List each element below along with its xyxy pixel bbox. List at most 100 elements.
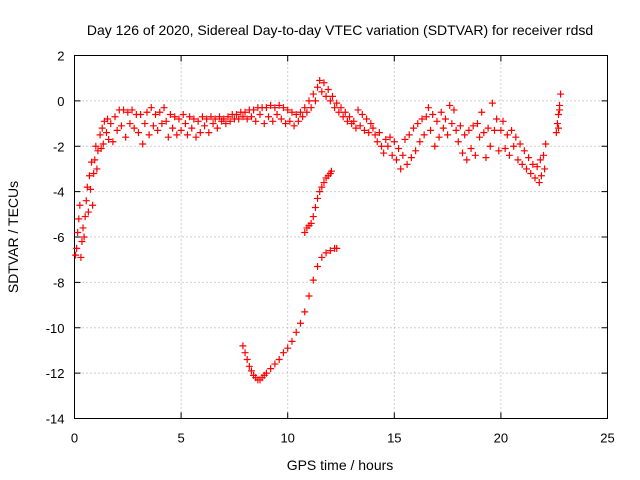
data-point-main [316, 76, 324, 84]
data-point-arc-lower [322, 249, 330, 257]
data-point-main [463, 156, 471, 164]
data-point-main [96, 131, 104, 139]
data-point-main [431, 142, 439, 150]
data-point-arc-lower [314, 262, 322, 270]
data-point-main [416, 138, 424, 146]
data-point-main [74, 228, 82, 236]
data-point-main [241, 108, 249, 116]
data-point-arc-upper [314, 194, 322, 202]
data-point-main [97, 145, 105, 153]
data-point-main [111, 113, 119, 121]
data-point-main [337, 104, 345, 112]
data-point-main [107, 120, 115, 128]
data-point-main [80, 233, 88, 241]
data-point-main [392, 156, 400, 164]
data-point-main [109, 138, 117, 146]
data-point-main [82, 197, 90, 205]
data-point-main [373, 138, 381, 146]
data-point-main [256, 110, 264, 118]
data-point-main [476, 133, 484, 141]
data-point-main [429, 110, 437, 118]
data-point-main [512, 133, 520, 141]
data-point-main [220, 115, 228, 123]
data-point-main [164, 133, 172, 141]
data-point-main [124, 108, 132, 116]
data-point-main [386, 133, 394, 141]
data-point-main [418, 115, 426, 123]
data-point-main [194, 117, 202, 125]
data-point-arc-lower [309, 276, 317, 284]
data-point-main [81, 213, 89, 221]
data-point-main [77, 253, 85, 261]
data-point-main [179, 110, 187, 118]
data-point-main [441, 115, 449, 123]
data-point-main [439, 124, 447, 132]
data-point-main [346, 113, 354, 121]
data-point-main [343, 117, 351, 125]
data-point-main [183, 131, 191, 139]
data-point-main [540, 151, 548, 159]
data-point-main [465, 126, 473, 134]
data-point-arc-lower [333, 244, 341, 252]
data-point-main [495, 147, 503, 155]
data-point-main [395, 145, 403, 153]
data-points [72, 76, 565, 384]
data-point-main [292, 110, 300, 118]
data-point-arc-upper [318, 183, 326, 191]
data-point-main [288, 108, 296, 116]
data-point-main [516, 140, 524, 148]
data-point-main [358, 110, 366, 118]
data-point-arc-lower [271, 360, 279, 368]
data-point-main [154, 126, 162, 134]
data-point-main [501, 145, 509, 153]
data-point-main [171, 113, 179, 121]
data-point-main [527, 169, 535, 177]
data-point-main [537, 172, 545, 180]
data-point-main [213, 124, 221, 132]
data-point-main [307, 104, 315, 112]
data-point-main [126, 120, 134, 128]
data-point-main [260, 120, 268, 128]
data-point-main [92, 142, 100, 150]
data-point-main [324, 86, 332, 94]
data-point-main [91, 156, 99, 164]
data-point-main [205, 129, 213, 137]
data-point-arc-lower [292, 328, 300, 336]
data-point-main [478, 108, 486, 116]
data-point-main [294, 117, 302, 125]
data-point-arc-upper [316, 188, 324, 196]
data-point-main [491, 126, 499, 134]
data-point-main [78, 238, 86, 246]
data-point-main [318, 88, 326, 96]
data-point-main [233, 110, 241, 118]
data-point-main [331, 104, 339, 112]
data-point-main [444, 131, 452, 139]
data-point-main [435, 133, 443, 141]
data-point-main [158, 120, 166, 128]
data-point-main [553, 120, 561, 128]
data-point-main [497, 126, 505, 134]
data-point-main [73, 244, 81, 252]
data-point-main [352, 124, 360, 132]
data-point-main [473, 120, 481, 128]
y-tick-label: -6 [53, 230, 65, 245]
data-point-main [279, 104, 287, 112]
data-point-main [354, 106, 362, 114]
data-point-arc-lower [296, 319, 304, 327]
data-point-main [215, 113, 223, 121]
data-point-main [375, 129, 383, 137]
y-tick-label: -14 [46, 412, 65, 427]
data-point-main [335, 108, 343, 116]
data-point-main [557, 90, 565, 98]
data-point-main [482, 154, 490, 162]
data-point-main [282, 120, 290, 128]
y-tick-label: -2 [53, 139, 65, 154]
data-point-main [243, 115, 251, 123]
data-point-main [407, 154, 415, 162]
x-tick-label: 10 [280, 431, 294, 446]
data-point-main [284, 106, 292, 114]
data-point-main [265, 113, 273, 121]
data-point-main [102, 129, 110, 137]
